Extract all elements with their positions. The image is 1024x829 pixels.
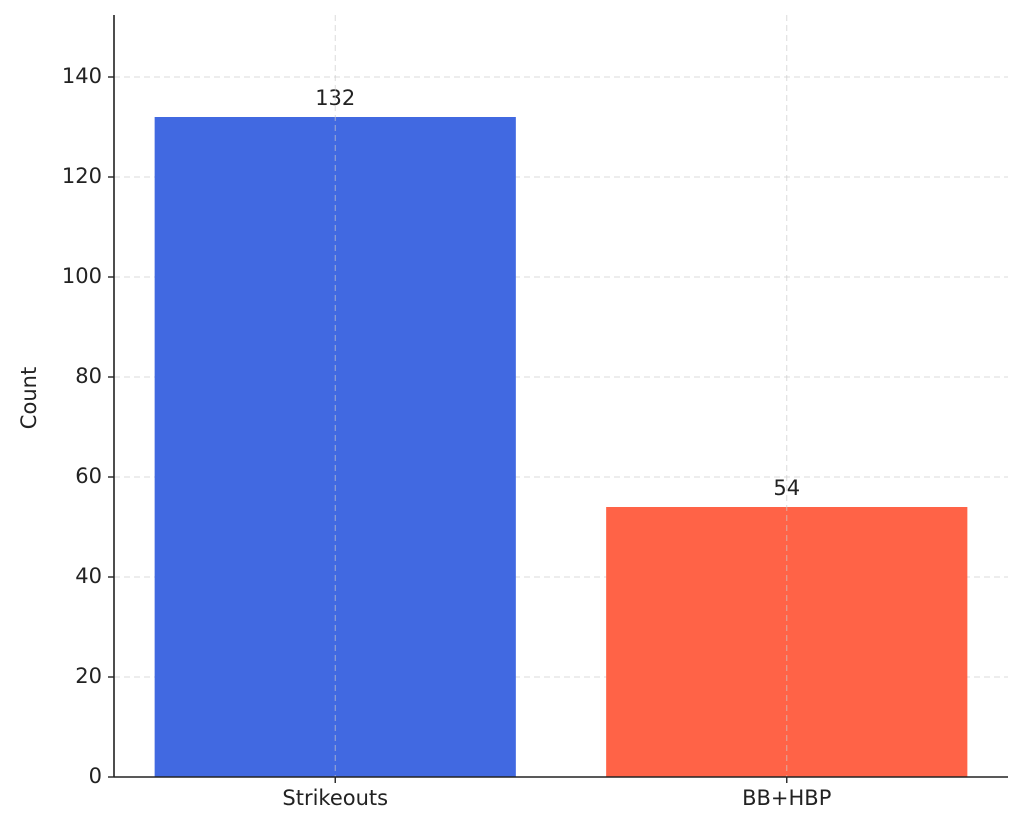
bar	[606, 507, 968, 777]
y-tick-label: 80	[75, 364, 102, 388]
y-tick-label: 20	[75, 664, 102, 688]
y-tick-label: 40	[75, 564, 102, 588]
x-tick-label: BB+HBP	[742, 786, 831, 810]
y-tick-label: 60	[75, 464, 102, 488]
y-tick-label: 120	[62, 164, 102, 188]
y-tick-label: 140	[62, 64, 102, 88]
x-tick-label: Strikeouts	[282, 786, 388, 810]
y-axis-label: Count	[17, 367, 41, 429]
y-tick-label: 0	[89, 764, 102, 788]
y-tick-label: 100	[62, 264, 102, 288]
